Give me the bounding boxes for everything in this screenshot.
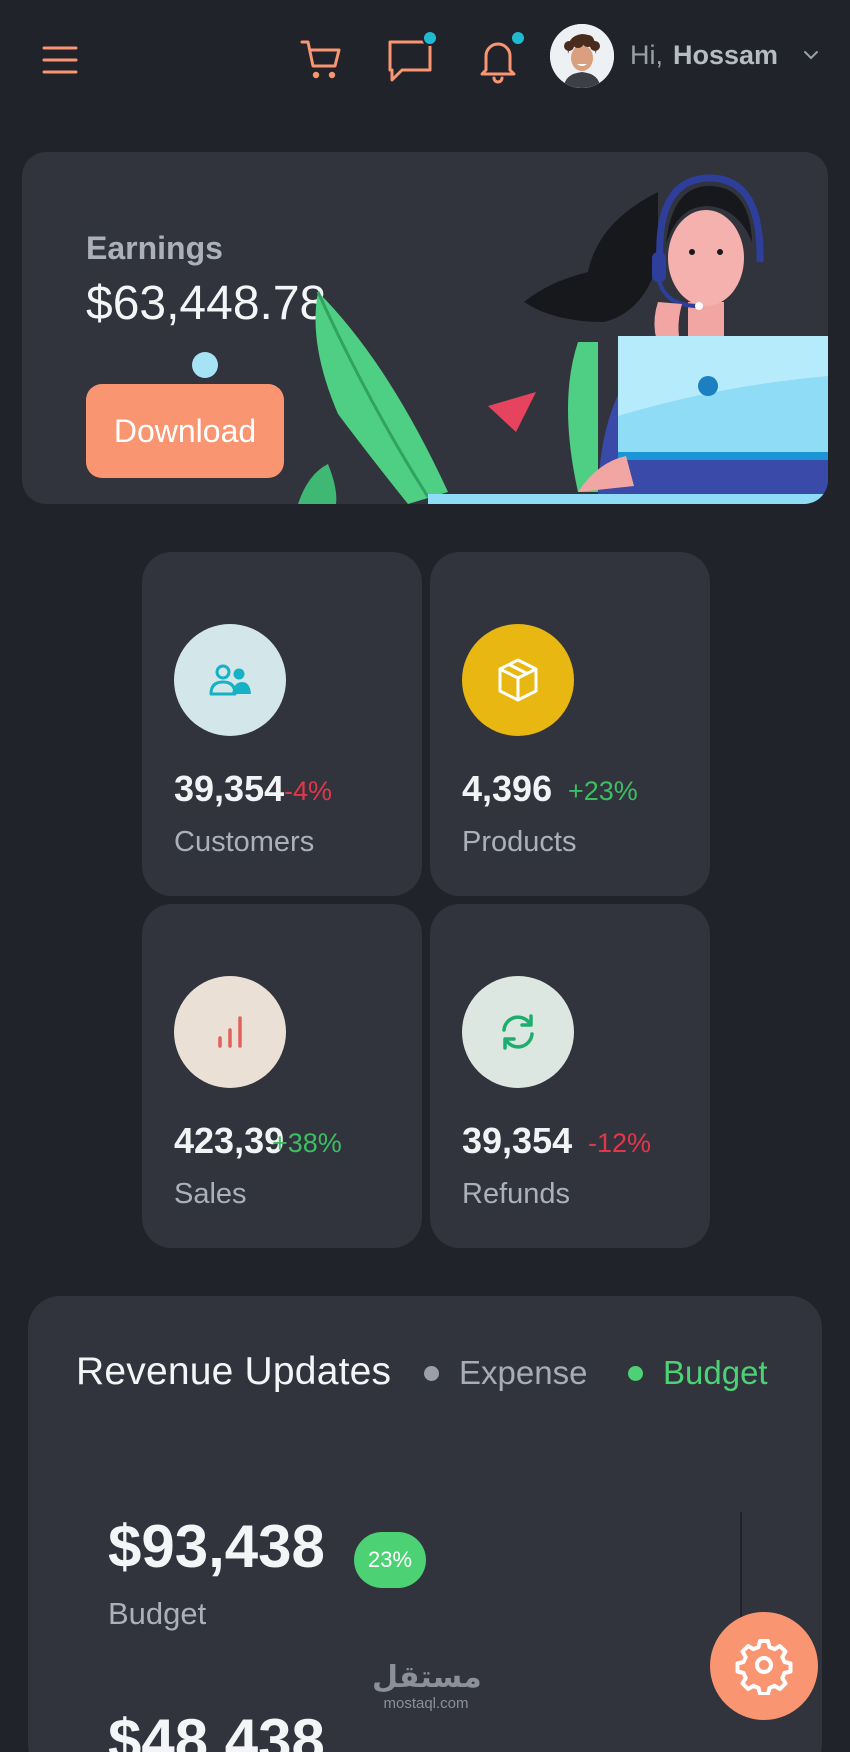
decorative-dot (192, 352, 218, 378)
earnings-title: Earnings (86, 230, 223, 266)
watermark-arabic: مستقل (372, 1660, 482, 1695)
legend-expense-dot (424, 1365, 439, 1381)
customers-change: -4% (284, 776, 333, 806)
refunds-value: 39,354 (462, 1120, 573, 1161)
legend-expense-label: Expense (459, 1354, 588, 1391)
expense-amount: $48,438 (108, 1707, 325, 1752)
products-label: Products (462, 826, 577, 858)
box-icon (462, 624, 574, 736)
revenue-updates-card: Revenue Updates Expense Budget $93,438 2… (28, 1296, 822, 1752)
user-greeting[interactable]: Hi, Hossam (630, 40, 778, 71)
stat-card-refunds[interactable]: 39,354 -12% Refunds (430, 904, 710, 1248)
mostaql-watermark: مستقل mostaql.com (372, 1660, 482, 1712)
download-button[interactable]: Download (86, 384, 284, 478)
sales-label: Sales (174, 1178, 247, 1210)
stat-card-sales[interactable]: 423,39 +38% Sales (142, 904, 422, 1248)
bell-notification-dot (510, 30, 526, 46)
legend-expense[interactable]: Expense (424, 1354, 587, 1392)
sales-change: +38% (272, 1128, 342, 1158)
chat-bubble-icon[interactable] (386, 30, 438, 84)
shopping-cart-icon[interactable] (298, 36, 346, 84)
chart-divider (740, 1512, 742, 1712)
revenue-title: Revenue Updates (76, 1350, 392, 1393)
user-avatar[interactable] (550, 24, 614, 88)
refunds-label: Refunds (462, 1178, 571, 1210)
budget-amount: $93,438 (108, 1513, 325, 1580)
top-navbar: Hi, Hossam (0, 0, 850, 118)
settings-button[interactable] (710, 1612, 818, 1720)
bell-icon[interactable] (474, 30, 526, 84)
watermark-latin: mostaql.com (383, 1695, 469, 1712)
products-change: +23% (568, 776, 638, 806)
support-agent-illustration (298, 174, 828, 504)
chat-notification-dot (422, 30, 438, 46)
budget-percent-badge: 23% (354, 1532, 426, 1588)
hamburger-menu-icon[interactable] (40, 40, 80, 80)
gear-icon (734, 1635, 794, 1698)
earnings-card: Earnings $63,448.78 (22, 152, 828, 504)
customers-label: Customers (174, 826, 315, 858)
refresh-icon (462, 976, 574, 1088)
sales-value: 423,39 (174, 1120, 285, 1161)
customers-value: 39,354 (174, 768, 285, 809)
legend-budget-dot (628, 1365, 643, 1381)
greeting-text: Hi, (630, 40, 663, 70)
chevron-down-icon[interactable] (802, 48, 820, 62)
user-name: Hossam (673, 40, 779, 70)
earnings-amount: $63,448.78 (86, 277, 327, 330)
refunds-change: -12% (588, 1128, 652, 1158)
users-icon (174, 624, 286, 736)
stat-card-products[interactable]: 4,396 +23% Products (430, 552, 710, 896)
products-value: 4,396 (462, 768, 553, 809)
stat-card-customers[interactable]: 39,354 -4% Customers (142, 552, 422, 896)
bar-chart-icon (174, 976, 286, 1088)
legend-budget[interactable]: Budget (628, 1354, 768, 1392)
legend-budget-label: Budget (663, 1354, 768, 1391)
budget-label: Budget (108, 1596, 207, 1631)
